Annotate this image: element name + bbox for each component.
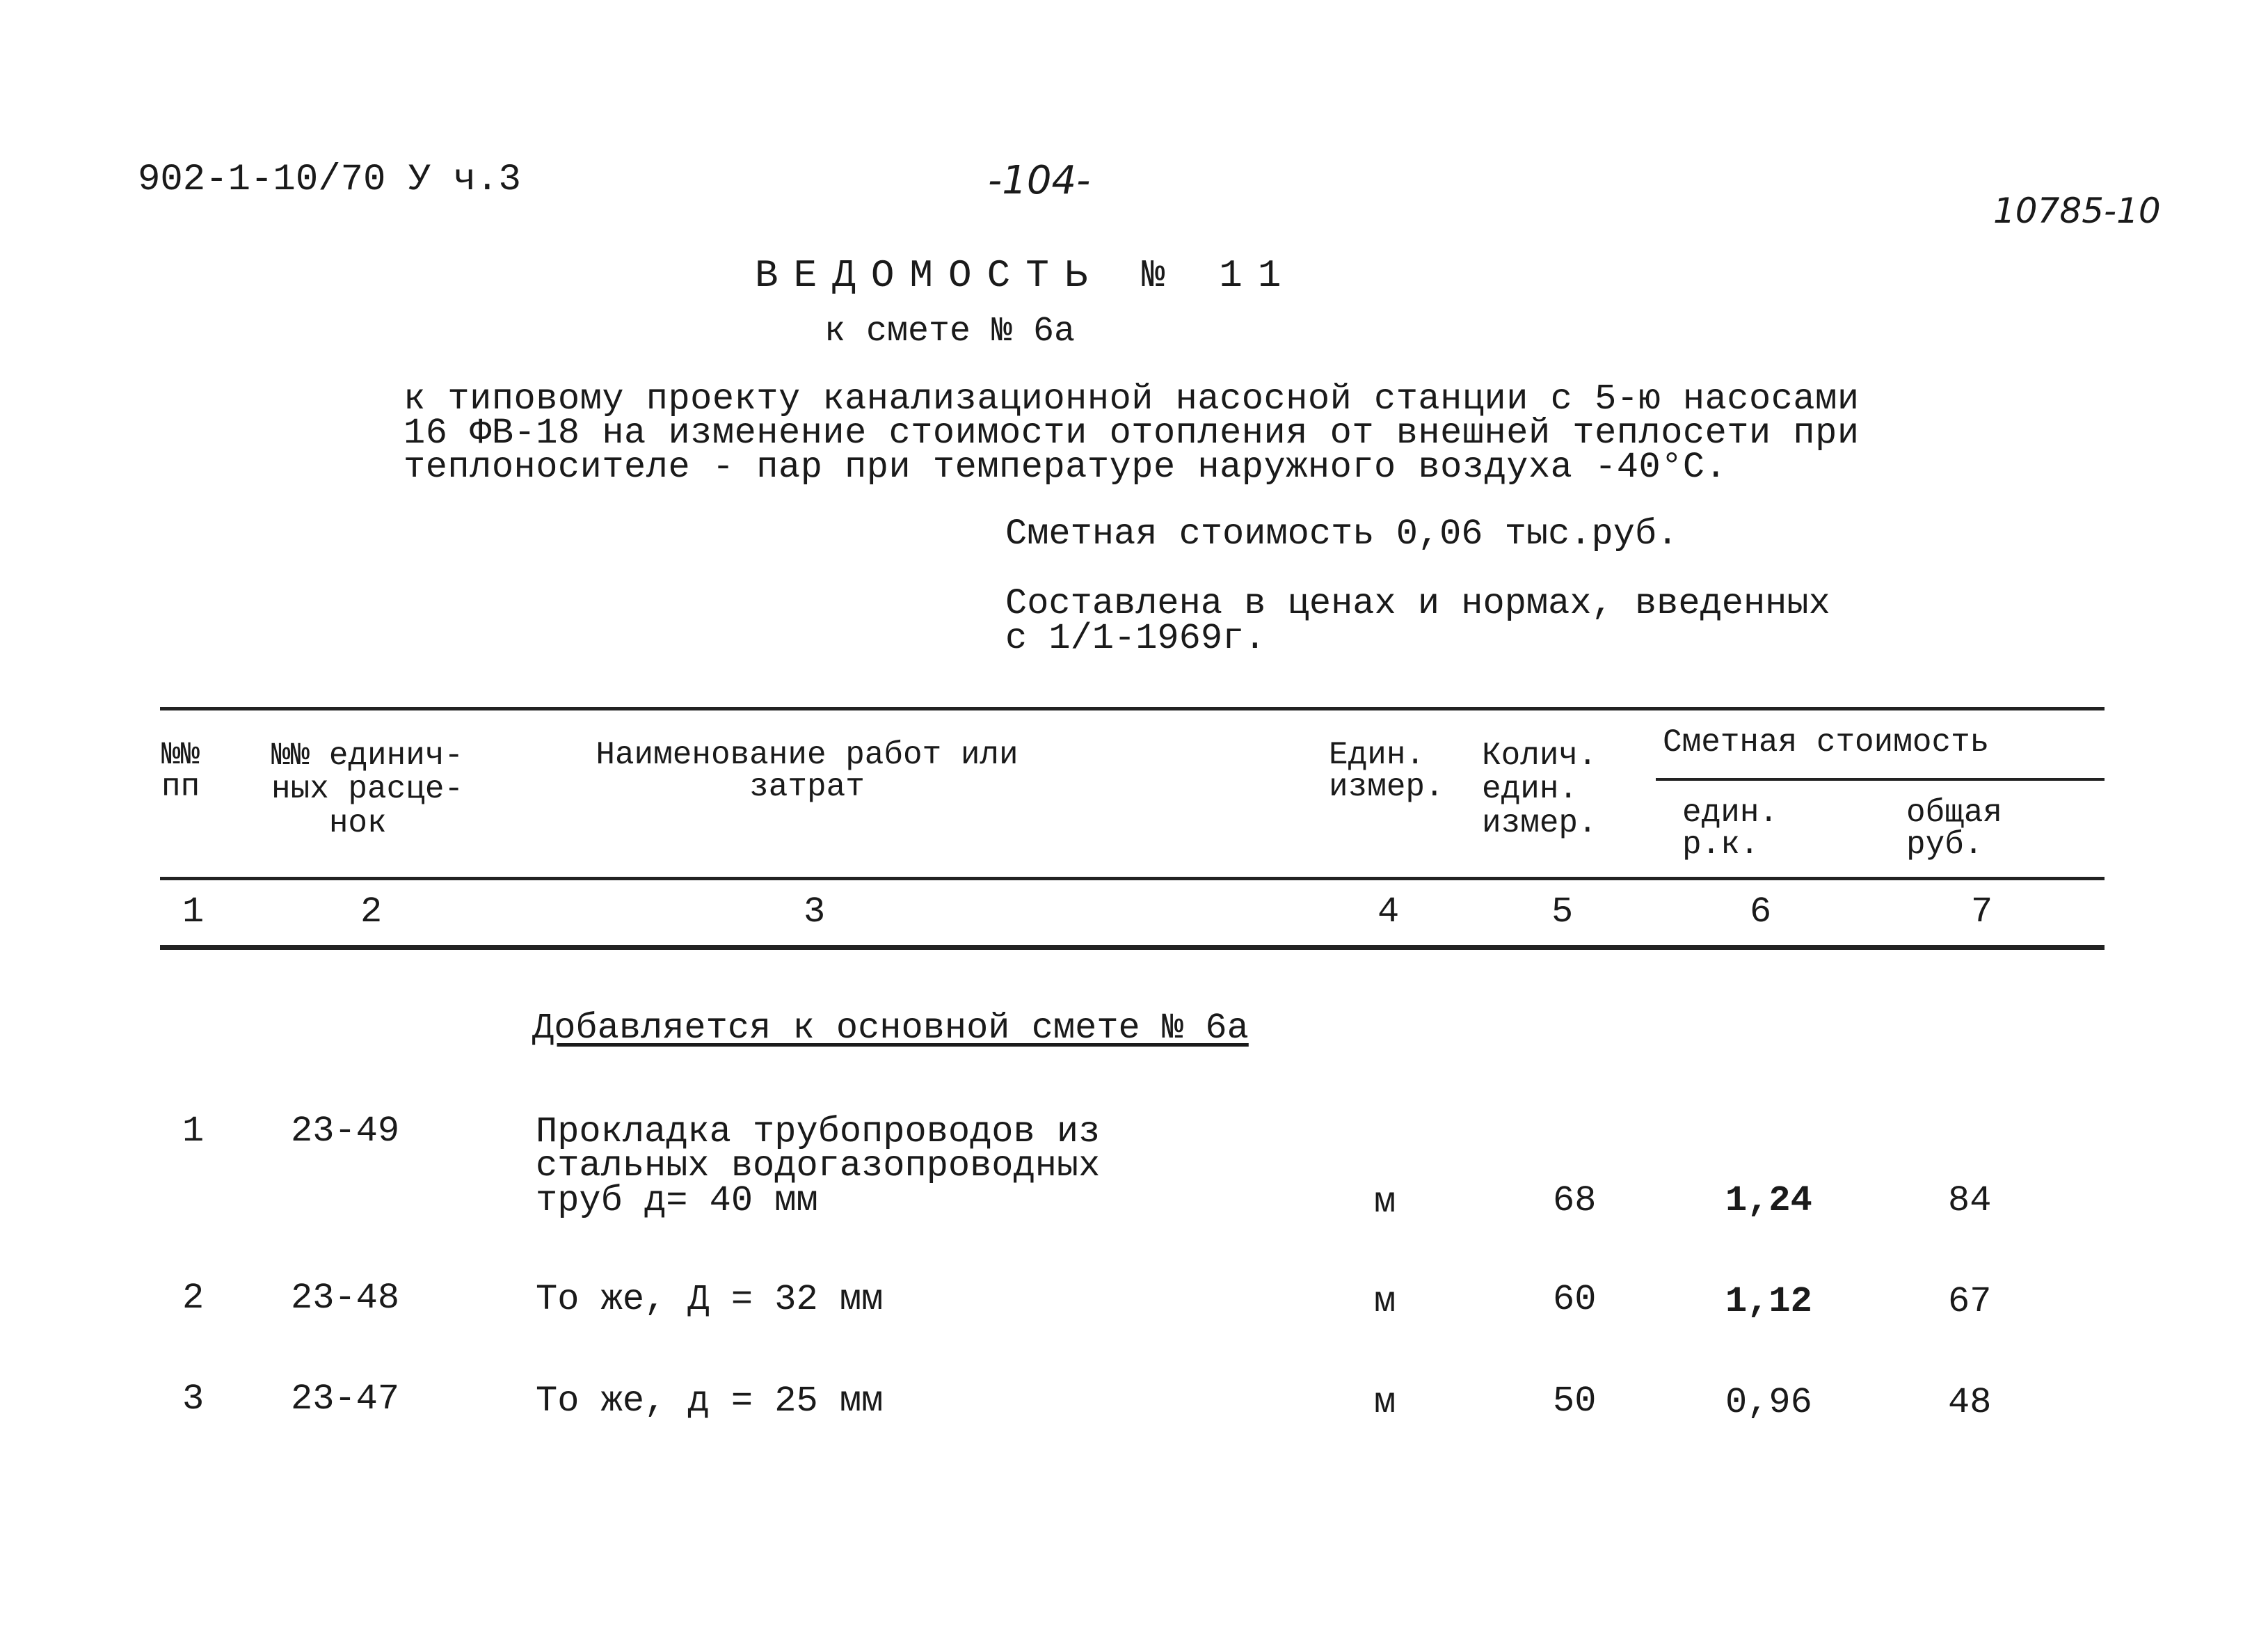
work-name: То же, д = 25 мм (536, 1381, 884, 1422)
row-number: 3 (182, 1379, 205, 1420)
header-col7: общая руб. (1906, 797, 2002, 861)
header-text: ных расце- (271, 771, 464, 808)
unit: м (1374, 1281, 1396, 1322)
doc-code: 902-1-10/70 У ч.3 (138, 159, 521, 201)
header-col1: №№ пп (161, 739, 200, 803)
row-number: 1 (182, 1111, 205, 1152)
column-number: 6 (1750, 891, 1772, 932)
total-cost: 67 (1948, 1281, 1992, 1322)
description-line: 16 ФВ-18 на изменение стоимости отоплени… (404, 413, 1860, 454)
header-text: Наименование работ или (596, 737, 1019, 773)
row-number: 2 (182, 1278, 205, 1319)
header-text: №№ единич- (271, 738, 464, 774)
header-text: един. (1482, 771, 1579, 808)
work-name-line: Прокладка трубопроводов из (536, 1111, 1101, 1152)
section-heading: Добавляется к основной смете № 6а (532, 1008, 1249, 1049)
header-text: затрат (749, 769, 865, 805)
column-number: 7 (1971, 891, 1993, 932)
rate-code: 23-49 (291, 1111, 400, 1152)
header-rule (160, 877, 2105, 880)
rate-code: 23-47 (291, 1379, 400, 1420)
header-group-cost: Сметная стоимость (1663, 724, 1990, 761)
header-text: измер. (1482, 804, 1597, 841)
document-title: ВЕДОМОСТЬ № 11 (755, 253, 1297, 298)
header-text: пп (161, 769, 200, 805)
header-text: един. (1682, 795, 1779, 831)
unit-cost: 1,12 (1725, 1281, 1812, 1322)
quantity: 60 (1553, 1279, 1597, 1320)
work-name: То же, Д = 32 мм (536, 1279, 884, 1320)
page-number: -104- (988, 158, 1091, 203)
header-col2: №№ единич- ных расце- нок (271, 739, 463, 840)
unit: м (1374, 1382, 1396, 1423)
archive-number: 10785-10 (1993, 191, 2161, 231)
column-number: 4 (1377, 891, 1400, 932)
header-col4: Един. измер. (1329, 739, 1444, 803)
header-text: общая (1906, 795, 2003, 831)
unit-cost: 0,96 (1725, 1382, 1812, 1423)
description-line: к типовому проекту канализационной насос… (404, 379, 1860, 420)
document-subtitle: к смете № 6а (824, 312, 1076, 351)
header-text: руб. (1906, 827, 1983, 863)
work-name: Прокладка трубопроводов из стальных водо… (536, 1114, 1101, 1221)
unit-cost: 1,24 (1725, 1180, 1812, 1221)
description-line: теплоносителе - пар при температуре нару… (404, 447, 1727, 488)
header-col5: Колич. един. измер. (1482, 739, 1597, 840)
header-text: №№ (161, 737, 200, 773)
header-text: Един. (1329, 737, 1426, 773)
header-text: Колич. (1482, 738, 1597, 774)
work-name-line: стальных водогазопроводных (536, 1145, 1101, 1187)
quantity: 50 (1553, 1381, 1597, 1422)
quantity: 68 (1553, 1180, 1597, 1221)
header-col3: Наименование работ или затрат (557, 739, 1057, 803)
column-number: 2 (360, 891, 383, 932)
table-top-rule (160, 707, 2105, 710)
prices-note-line: Составлена в ценах и нормах, введенных (1005, 583, 1830, 624)
group-rule (1656, 778, 2105, 781)
column-numbers-rule (160, 945, 2105, 950)
rate-code: 23-48 (291, 1278, 400, 1319)
header-col6: един. р.к. (1682, 797, 1778, 861)
work-name-line: труб д= 40 мм (536, 1180, 818, 1221)
header-text: р.к. (1682, 827, 1759, 863)
total-cost: 84 (1948, 1180, 1992, 1221)
estimated-cost: Сметная стоимость 0,06 тыс.руб. (1005, 514, 1679, 555)
unit: м (1374, 1182, 1396, 1223)
header-text: измер. (1329, 769, 1444, 805)
column-number: 5 (1551, 891, 1574, 932)
total-cost: 48 (1948, 1382, 1992, 1423)
column-number: 1 (182, 891, 205, 932)
header-text: нок (328, 804, 387, 841)
prices-note-line: с 1/1-1969г. (1005, 618, 1266, 659)
column-number: 3 (804, 891, 826, 932)
